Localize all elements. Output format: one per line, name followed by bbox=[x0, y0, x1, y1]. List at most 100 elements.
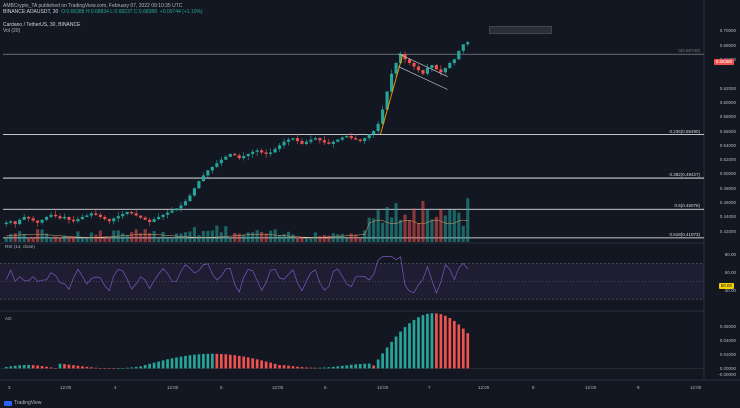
ao-bar bbox=[228, 354, 232, 369]
volume-bar bbox=[291, 234, 295, 242]
volume-bar bbox=[385, 207, 389, 242]
volume-bar bbox=[407, 220, 412, 242]
drawing-toolbar-placeholder[interactable] bbox=[489, 26, 552, 34]
volume-bar bbox=[58, 237, 62, 242]
volume-bar bbox=[430, 219, 434, 242]
ao-bar bbox=[18, 365, 22, 369]
candle-body bbox=[18, 219, 22, 225]
brand-name: TradingView bbox=[14, 400, 42, 406]
ao-bar bbox=[461, 328, 465, 369]
symbol-ohlc: BINANCE:ADAUSDT, 30 O:0.68388 H:0.68834 … bbox=[3, 9, 203, 15]
volume-bar bbox=[416, 222, 421, 242]
tradingview-footer[interactable]: TradingView bbox=[4, 400, 42, 406]
candle-body bbox=[430, 65, 434, 68]
volume-bar bbox=[264, 233, 268, 242]
volume-bar bbox=[412, 208, 416, 242]
ao-bar bbox=[255, 359, 259, 369]
candle-body bbox=[174, 208, 179, 211]
candle-body bbox=[134, 213, 138, 216]
volume-bar bbox=[358, 238, 362, 242]
volume-bar bbox=[31, 237, 35, 242]
candle-body bbox=[295, 138, 300, 142]
ao-bar bbox=[466, 333, 470, 369]
volume-bar bbox=[125, 235, 129, 242]
candle-body bbox=[461, 44, 465, 51]
candle-body bbox=[376, 123, 380, 131]
candle-body bbox=[398, 54, 403, 63]
candle-body bbox=[148, 219, 152, 222]
candle-body bbox=[219, 159, 223, 164]
ao-bar bbox=[291, 366, 295, 369]
volume-bar bbox=[161, 232, 165, 242]
volume-bar bbox=[318, 235, 322, 242]
ao-bar bbox=[9, 366, 13, 369]
ao-bar bbox=[134, 366, 138, 369]
ao-bar bbox=[390, 341, 393, 369]
ao-bar bbox=[296, 366, 299, 369]
volume-bar bbox=[255, 230, 259, 242]
ao-bar bbox=[81, 366, 84, 369]
volume-bar bbox=[18, 231, 22, 242]
candle-body bbox=[448, 62, 452, 68]
candle-body bbox=[349, 136, 353, 139]
volume-bar bbox=[22, 234, 26, 242]
ao-bar bbox=[54, 368, 57, 369]
volume-bar bbox=[390, 217, 394, 242]
candle-body bbox=[112, 218, 116, 222]
volume-bar bbox=[165, 236, 170, 242]
candle-body bbox=[286, 139, 291, 142]
price-axis-label: 0.70000 bbox=[719, 28, 736, 34]
volume-bar bbox=[139, 233, 143, 242]
ao-bar bbox=[354, 364, 358, 369]
volume-bar bbox=[345, 238, 349, 242]
volume-bar bbox=[322, 235, 326, 242]
volume-bar bbox=[183, 232, 188, 242]
fib-level-label: 0.5(0.45076) bbox=[674, 203, 700, 209]
ao-bar bbox=[439, 314, 443, 369]
ao-bar bbox=[421, 315, 425, 369]
ao-bar bbox=[36, 365, 39, 369]
volume-bar bbox=[363, 230, 367, 242]
ao-bar bbox=[237, 355, 241, 369]
candle-body bbox=[394, 62, 398, 74]
volume-bar bbox=[340, 233, 344, 242]
time-axis-label: 7 bbox=[428, 385, 431, 390]
ao-bar bbox=[260, 360, 263, 369]
candle-body bbox=[345, 136, 349, 138]
candle-body bbox=[80, 216, 84, 220]
ao-bar bbox=[49, 367, 53, 369]
ao-bar bbox=[264, 361, 268, 369]
volume-bar bbox=[143, 229, 147, 242]
ao-bar bbox=[287, 365, 290, 369]
volume-bar bbox=[304, 238, 309, 242]
candle-body bbox=[434, 65, 438, 70]
ao-bar bbox=[309, 367, 313, 369]
candle-body bbox=[121, 214, 125, 217]
ao-bar bbox=[381, 353, 384, 369]
volume-bar bbox=[201, 230, 205, 242]
volume-bar bbox=[354, 234, 358, 242]
volume-bar bbox=[4, 237, 8, 242]
candle-body bbox=[13, 221, 17, 225]
ao-bar bbox=[269, 362, 272, 369]
ao-bar bbox=[430, 313, 434, 369]
volume-bar bbox=[466, 198, 470, 242]
rsi-line bbox=[5, 256, 469, 295]
ao-bar bbox=[323, 367, 326, 369]
candle-body bbox=[372, 131, 376, 135]
ao-bar bbox=[130, 367, 134, 369]
candle-body bbox=[130, 211, 134, 214]
volume-label: Vol (20) bbox=[3, 28, 21, 34]
volume-bar bbox=[210, 230, 214, 242]
volume-bar bbox=[152, 231, 156, 242]
candle-body bbox=[71, 219, 76, 222]
volume-bar bbox=[197, 234, 201, 242]
volume-bar bbox=[457, 212, 461, 242]
volume-bar bbox=[62, 235, 67, 242]
volume-bar bbox=[381, 222, 385, 242]
candle-body bbox=[44, 216, 49, 220]
time-axis-label: 12:00 bbox=[585, 385, 597, 390]
ao-bar bbox=[72, 365, 75, 369]
candle-body bbox=[76, 219, 80, 222]
